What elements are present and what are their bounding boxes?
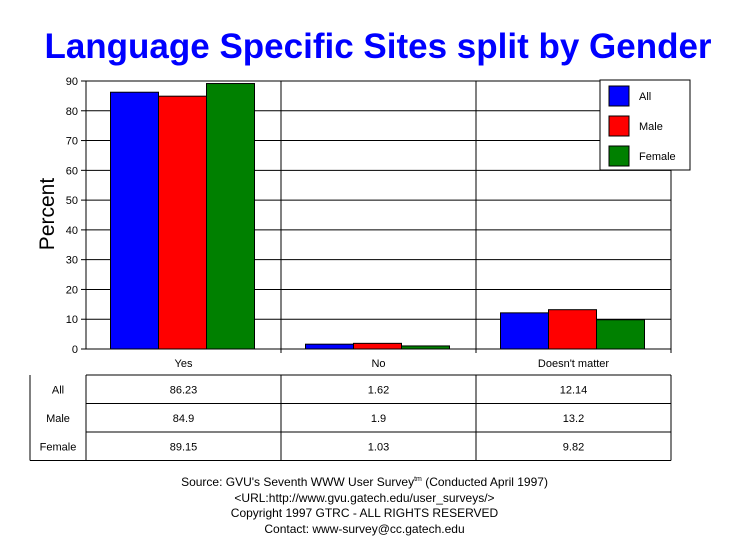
table-row-label: Male <box>46 413 70 425</box>
y-tick-label: 20 <box>66 284 78 296</box>
table-cell: 86.23 <box>170 384 198 396</box>
y-tick-label: 10 <box>66 314 78 326</box>
bar-all-1 <box>110 91 159 350</box>
table-cell: 13.2 <box>563 413 584 425</box>
bar-female-1 <box>206 83 255 350</box>
y-tick-label: 70 <box>66 136 78 148</box>
legend-label: Female <box>639 151 676 163</box>
legend: All Male Female <box>599 79 691 171</box>
bar-all-2 <box>305 343 354 350</box>
y-tick-label: 90 <box>66 76 78 88</box>
y-tick-label: 40 <box>66 225 78 237</box>
source-line: Source: GVU's Seventh WWW User Surveytm … <box>181 475 548 489</box>
table-cell: 89.15 <box>170 441 198 453</box>
y-tick-label: 60 <box>66 165 78 177</box>
bar-male-3 <box>548 309 597 350</box>
legend-swatch <box>608 145 630 167</box>
chart: Language Specific Sites split by Gender … <box>29 27 712 461</box>
table-row-label: Female <box>40 441 77 453</box>
y-axis-label: Percent <box>36 178 59 251</box>
bar-all-3 <box>500 312 549 350</box>
data-table: All 86.23 1.62 12.14 Male 84.9 1.9 13.2 Female 89… <box>29 374 672 461</box>
x-tick-label: Yes <box>175 358 193 370</box>
table-cell: 1.9 <box>371 413 386 425</box>
table-cell: 1.62 <box>368 384 389 396</box>
table-cell: 12.14 <box>560 384 588 396</box>
table-cell: 1.03 <box>368 441 389 453</box>
bar-male-2 <box>353 342 402 350</box>
bar-female-3 <box>596 319 645 350</box>
table-row-label: All <box>52 384 64 396</box>
contact: Contact: www-survey@cc.gatech.edu <box>264 521 465 536</box>
x-tick-label: No <box>371 358 385 370</box>
x-tick-label: Doesn't matter <box>538 358 610 370</box>
legend-swatch <box>608 85 630 107</box>
legend-label: All <box>639 91 651 103</box>
legend-swatch <box>608 115 630 137</box>
table-cell: 9.82 <box>563 441 584 453</box>
bar-male-1 <box>158 95 207 350</box>
table-cell: 84.9 <box>173 413 194 425</box>
source-url: <URL:http://www.gvu.gatech.edu/user_surv… <box>234 490 495 505</box>
legend-label: Male <box>639 121 663 133</box>
y-tick-label: 30 <box>66 255 78 267</box>
source-footer: Source: GVU's Seventh WWW User Surveytm … <box>0 472 729 537</box>
y-tick-label: 50 <box>66 195 78 207</box>
y-tick-label: 80 <box>66 106 78 118</box>
chart-title: Language Specific Sites split by Gender <box>44 27 711 66</box>
y-tick-label: 0 <box>72 344 78 356</box>
copyright: Copyright 1997 GTRC - ALL RIGHTS RESERVE… <box>230 506 499 520</box>
